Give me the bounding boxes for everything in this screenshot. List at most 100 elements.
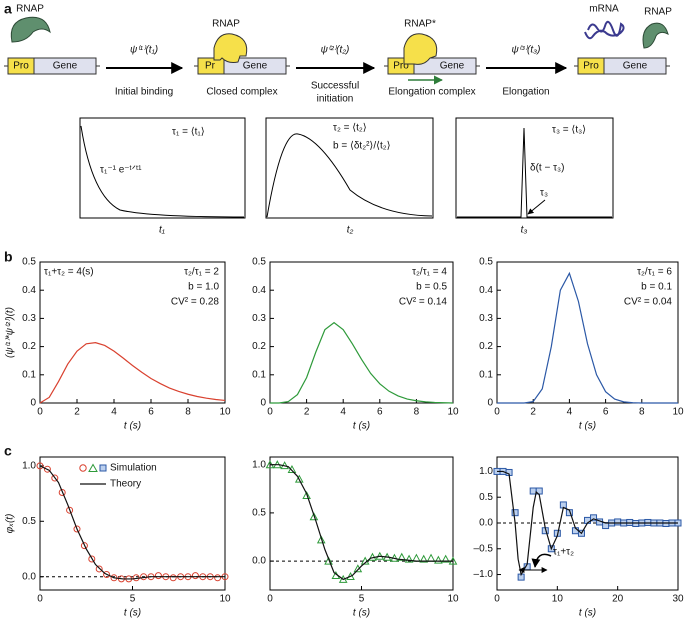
y-tick-label: 0.5 <box>252 257 266 268</box>
marker <box>191 572 199 580</box>
sketch-frame <box>79 117 246 219</box>
marker <box>154 572 162 580</box>
annotation: b = 0.1 <box>641 282 672 293</box>
marker <box>324 556 333 565</box>
marker <box>346 571 355 581</box>
construct: Pro Gene <box>384 33 480 85</box>
rate-label: ψ⁽²⁾(t₂) <box>321 45 350 56</box>
promoter: Pro <box>393 61 409 72</box>
x-tick-label: 2 <box>74 407 80 418</box>
x-tick-label: 0 <box>267 407 273 418</box>
marker <box>103 570 111 578</box>
x-tick-label: 10 <box>552 594 564 605</box>
x-tick-label: 0 <box>37 594 43 605</box>
caption: Successful <box>311 81 359 92</box>
plot-frame <box>496 261 679 404</box>
x-tick-label: 20 <box>612 594 624 605</box>
annotation: τ₂/τ₁ = 2 <box>184 267 219 278</box>
sketch-text: τ₃ <box>540 188 548 199</box>
marker <box>73 525 81 533</box>
marker <box>316 535 326 544</box>
panel-label: b <box>4 249 13 265</box>
marker <box>404 554 414 563</box>
y-tick-label: 0.5 <box>479 257 493 268</box>
x-axis-label: t (s) <box>124 608 141 619</box>
marker <box>58 488 66 496</box>
x-tick-label: 4 <box>340 407 346 418</box>
y-tick-label: 0.5 <box>22 257 36 268</box>
marker <box>95 565 103 573</box>
sketch-text: δ(t − τ₃) <box>530 163 564 174</box>
x-tick-label: 5 <box>359 594 365 605</box>
annotation: b = 1.0 <box>188 282 219 293</box>
marker <box>88 555 96 563</box>
y-axis-label: φₓ(t) <box>5 514 16 534</box>
sketch-text: τ₁ = ⟨t₁⟩ <box>172 127 205 138</box>
annotation: τ₂/τ₁ = 6 <box>637 267 672 278</box>
marker <box>397 552 407 561</box>
marker <box>426 553 436 562</box>
sketch-frame <box>265 117 434 219</box>
marker <box>169 574 177 582</box>
sketch-text: τ₁⁻¹ e⁻ᵗᐟᵗ¹ <box>100 165 142 176</box>
sketch-frame <box>455 117 614 219</box>
caption: Elongation <box>502 87 549 98</box>
legend-label: Theory <box>110 479 141 490</box>
x-axis-label: t (s) <box>353 608 370 619</box>
rate-label: ψ⁽¹⁾(t₁) <box>130 45 158 56</box>
marker <box>434 555 443 564</box>
y-tick-label: 0.2 <box>252 341 266 352</box>
label: RNAP <box>644 7 672 18</box>
x-tick-label: 2 <box>304 407 310 418</box>
rate-label: ψ⁽³⁾(t₃) <box>512 45 541 56</box>
mrna-shape <box>584 20 625 40</box>
marker <box>441 554 451 563</box>
y-tick-label: 0.4 <box>22 285 36 296</box>
marker <box>43 465 51 473</box>
y-tick-label: 0.1 <box>22 369 36 380</box>
marker <box>287 464 297 474</box>
x-tick-label: 10 <box>219 407 231 418</box>
y-tick-label: 0.3 <box>252 313 266 324</box>
y-tick-label: 0 <box>30 398 36 409</box>
gene: Gene <box>623 61 648 72</box>
x-tick-label: 0 <box>494 407 500 418</box>
annotation: τ₁+τ₂ = 4(s) <box>44 267 94 278</box>
y-tick-label: 0.2 <box>479 341 493 352</box>
y-tick-label: 0.3 <box>22 313 36 324</box>
promoter: Pr <box>205 61 216 72</box>
rnap-shape <box>213 33 248 63</box>
marker <box>419 554 429 563</box>
x-tick-label: 6 <box>603 407 609 418</box>
x-tick-label: 30 <box>672 594 684 605</box>
marker <box>80 542 88 550</box>
marker <box>214 574 222 582</box>
panel-label: c <box>4 443 12 459</box>
annotation: b = 0.5 <box>416 282 447 293</box>
construct: Pro Gene <box>574 57 670 75</box>
x-tick-label: 10 <box>447 594 459 605</box>
x-tick-label: 6 <box>377 407 383 418</box>
y-tick-label: 0.4 <box>252 285 266 296</box>
rnap-shape <box>642 22 669 49</box>
marker <box>353 564 363 573</box>
sketch-text: τ₃ = ⟨t₃⟩ <box>552 125 586 136</box>
annotation: CV² = 0.14 <box>399 297 448 308</box>
y-tick-label: 0.2 <box>22 341 36 352</box>
y-tick-label: 0.0 <box>22 571 36 582</box>
series-line <box>39 342 226 404</box>
label: RNAP <box>16 4 44 15</box>
rnap-shape <box>403 33 438 65</box>
x-tick-label: 0 <box>37 407 43 418</box>
marker <box>294 474 304 483</box>
marker <box>36 462 44 470</box>
annotation: τ₂/τ₁ = 4 <box>412 267 447 278</box>
x-tick-label: 8 <box>414 407 420 418</box>
marker <box>51 474 59 482</box>
annotation: CV² = 0.04 <box>624 297 673 308</box>
promoter: Pro <box>13 61 29 72</box>
x-tick-label: 6 <box>148 407 154 418</box>
y-tick-label: 0.5 <box>479 492 493 503</box>
y-tick-label: 0.3 <box>479 313 493 324</box>
series-line <box>497 271 678 404</box>
